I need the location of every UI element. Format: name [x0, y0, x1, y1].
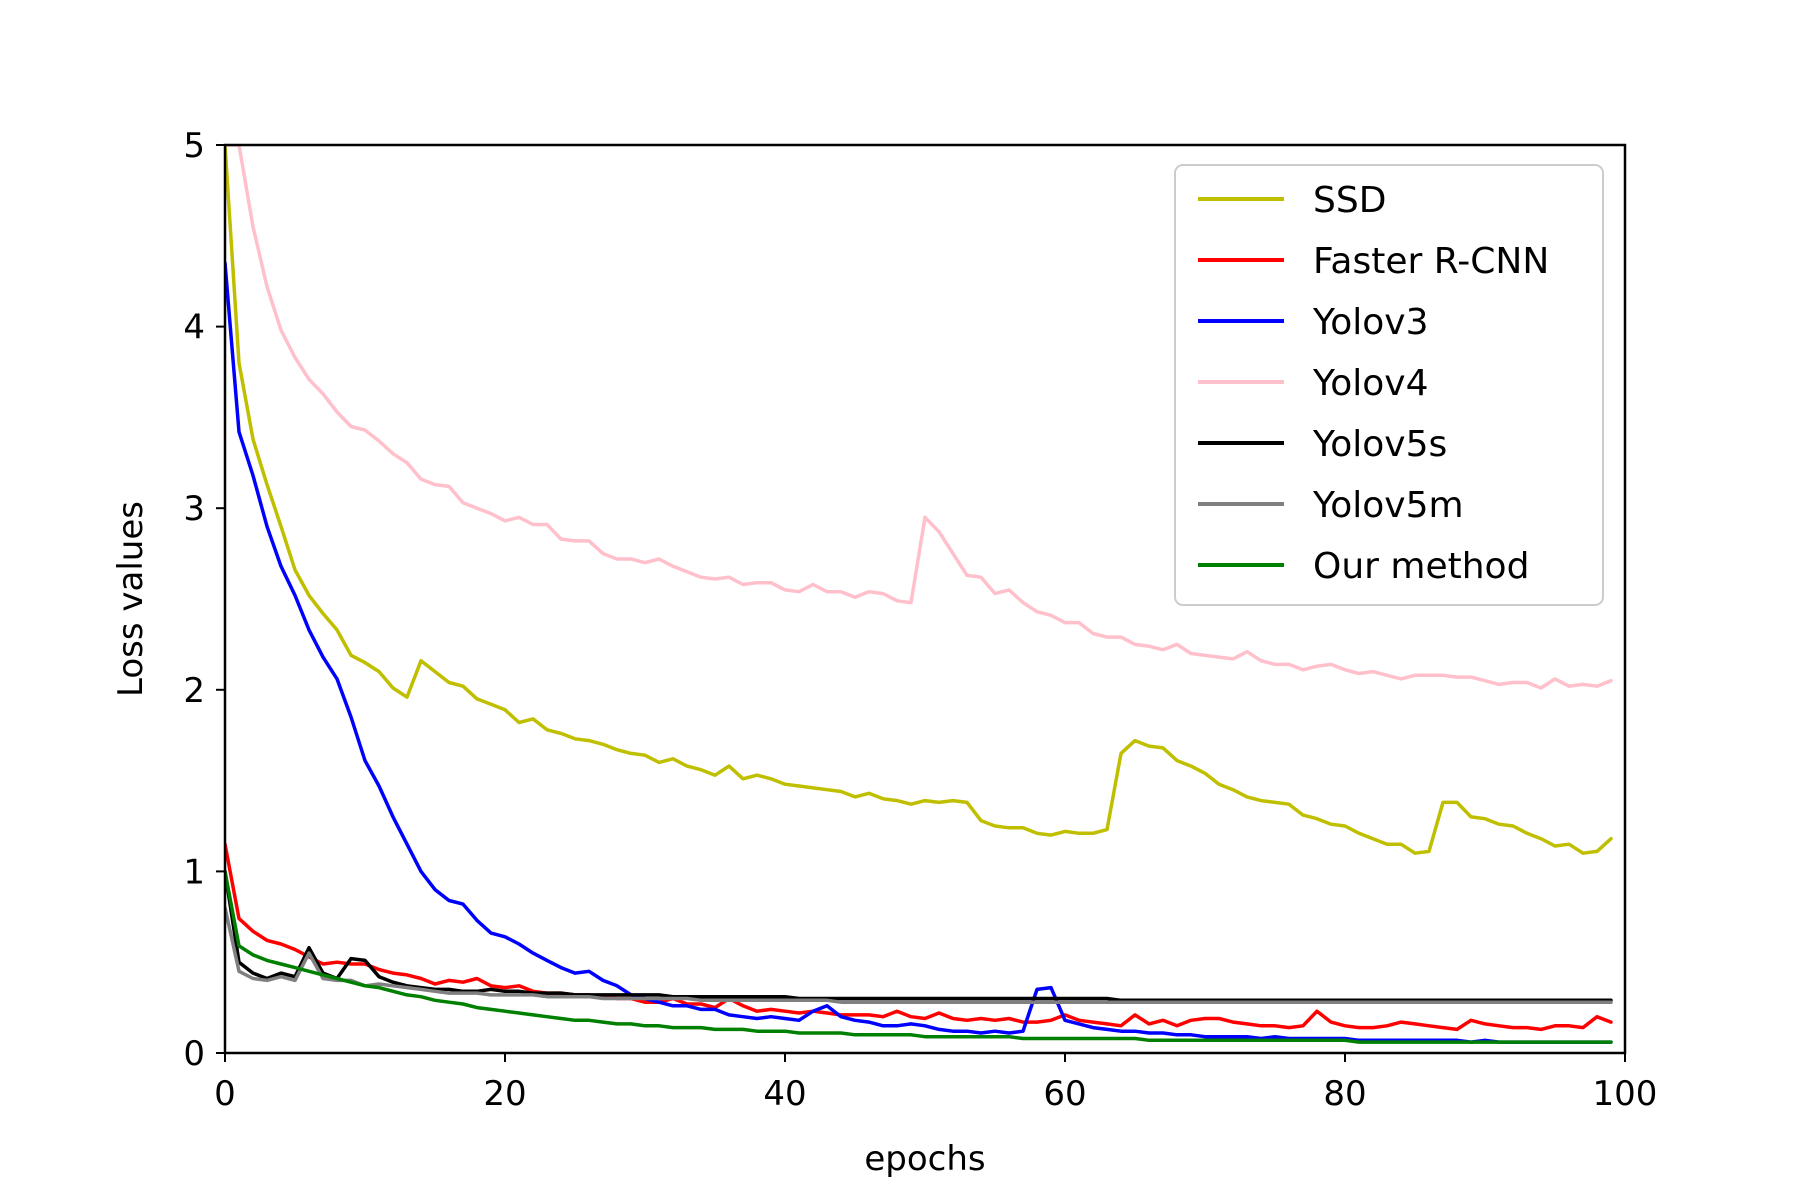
legend: SSD Faster R-CNN Yolov3 Yolov4 Yolov5s Yolov5… [1174, 164, 1604, 606]
x-tick-label: 60 [1043, 1074, 1086, 1114]
series-line-faster-r-cnn [225, 842, 1613, 1032]
y-axis: 0 1 2 3 4 5 [183, 126, 225, 1074]
y-tick-label: 3 [183, 489, 205, 529]
series-line-yolov5m [225, 905, 1613, 1004]
legend-label: SSD [1313, 180, 1386, 221]
legend-box [1174, 164, 1604, 606]
series-line-yolov3 [225, 261, 1613, 1044]
legend-label: Yolov4 [1312, 363, 1428, 404]
series-layer [225, 145, 1613, 1044]
y-tick-label: 2 [183, 671, 205, 711]
y-axis-title: Loss values [111, 501, 151, 697]
legend-label: Yolov3 [1312, 302, 1428, 343]
legend-label: Our method [1313, 546, 1529, 587]
y-tick-label: 5 [183, 126, 205, 166]
legend-label: Yolov5s [1312, 424, 1447, 465]
x-tick-label: 0 [214, 1074, 236, 1114]
series-line-our-method [225, 869, 1613, 1044]
x-axis: 0 20 40 60 80 100 [214, 1053, 1657, 1114]
legend-label: Yolov5m [1312, 485, 1464, 526]
legend-label: Faster R-CNN [1313, 241, 1549, 282]
x-tick-label: 20 [483, 1074, 526, 1114]
x-tick-label: 80 [1323, 1074, 1366, 1114]
x-tick-label: 100 [1593, 1074, 1658, 1114]
y-tick-label: 1 [183, 852, 205, 892]
plot-frame [223, 143, 1627, 1055]
x-axis-title: epochs [864, 1139, 985, 1179]
y-tick-label: 0 [183, 1034, 205, 1074]
series-line-ssd [225, 145, 1613, 855]
series-line-yolov5s [225, 869, 1613, 1003]
x-tick-label: 40 [763, 1074, 806, 1114]
series-line-yolov4 [225, 145, 1613, 690]
y-tick-label: 4 [183, 308, 205, 348]
